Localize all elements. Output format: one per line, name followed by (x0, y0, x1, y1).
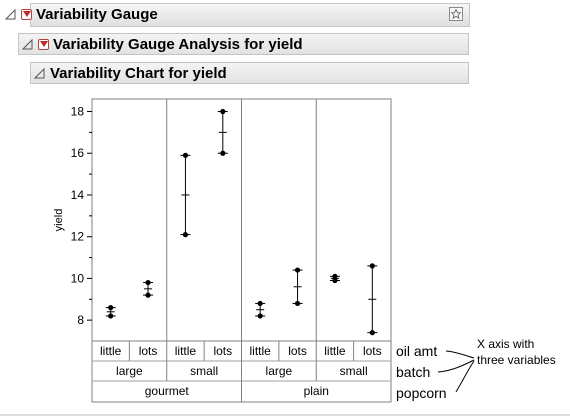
callout-text-line2: three variables (477, 353, 556, 367)
red-triangle-menu-icon[interactable] (21, 8, 32, 20)
popcorn-label: gourmet (145, 384, 190, 398)
data-point (220, 150, 226, 156)
data-point (294, 300, 301, 307)
data-point (220, 108, 226, 115)
y-tick-label: 14 (71, 188, 85, 202)
oil-amt-label: little (324, 344, 346, 358)
chart-section-title: Variability Chart for yield (50, 64, 227, 82)
data-point (257, 313, 263, 319)
oil-amt-label: lots (213, 344, 232, 358)
section-title: Variability Gauge Analysis for yield (53, 35, 303, 53)
y-tick-label: 8 (77, 313, 84, 327)
report-title: Variability Gauge (36, 5, 158, 23)
y-tick-label: 18 (71, 105, 85, 119)
data-point (257, 300, 263, 307)
y-tick-label: 12 (71, 230, 85, 244)
data-point (182, 152, 189, 158)
annotation-batch: batch (396, 364, 431, 380)
data-point (145, 279, 151, 286)
oil-amt-label: lots (139, 344, 158, 358)
oil-amt-label: lots (363, 344, 382, 358)
bottom-border (0, 414, 570, 416)
red-triangle-menu-icon[interactable] (38, 38, 49, 50)
data-point (182, 232, 189, 238)
star-icon[interactable] (449, 7, 463, 21)
data-point (294, 267, 301, 273)
data-point (145, 292, 151, 298)
y-tick-label: 10 (71, 271, 85, 285)
oil-amt-label: little (175, 344, 197, 358)
annotation-popcorn: popcorn (396, 385, 447, 401)
callout-text-line1: X axis with (477, 337, 535, 351)
disclosure-triangle-icon[interactable] (5, 8, 18, 21)
data-point (369, 263, 375, 269)
batch-label: small (340, 364, 368, 378)
data-point (108, 305, 114, 311)
oil-amt-label: little (250, 344, 272, 358)
disclosure-triangle-icon[interactable] (22, 38, 35, 51)
outline-header-gauge-analysis[interactable]: Variability Gauge Analysis for yield (18, 33, 469, 55)
popcorn-label: plain (304, 384, 329, 398)
oil-amt-label: lots (288, 344, 307, 358)
data-point (369, 330, 375, 336)
data-point (108, 313, 114, 319)
outline-header-variability-chart[interactable]: Variability Chart for yield (30, 62, 469, 84)
disclosure-triangle-icon[interactable] (34, 67, 47, 80)
batch-label: large (116, 364, 143, 378)
oil-amt-label: little (100, 344, 122, 358)
y-axis-label: yield (53, 209, 65, 232)
outline-header-variability-gauge[interactable]: Variability Gauge (2, 3, 470, 25)
batch-label: large (266, 364, 293, 378)
y-tick-label: 16 (71, 146, 85, 160)
data-point (332, 273, 338, 279)
batch-label: small (190, 364, 218, 378)
data-point (332, 277, 338, 284)
annotation-oil-amt: oil amt (396, 343, 438, 359)
